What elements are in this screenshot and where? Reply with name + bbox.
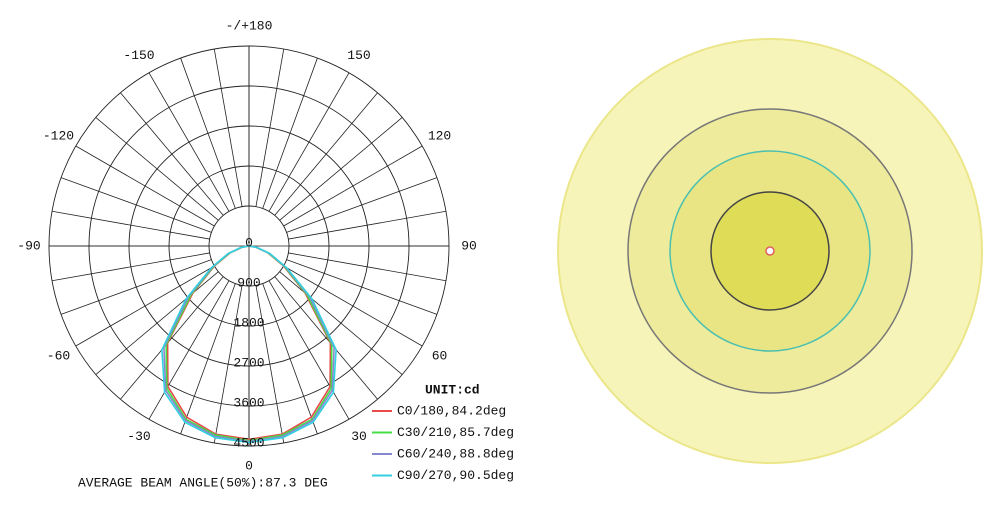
- grid-ring: [208, 205, 290, 287]
- theta-tick-label: -60: [47, 348, 70, 363]
- theta-tick-label: 30: [351, 429, 367, 444]
- illuminance-diagram: [557, 38, 983, 464]
- r-tick-label: 3600: [233, 395, 264, 410]
- r-tick-label: 900: [237, 275, 260, 290]
- theta-tick-label: -30: [127, 429, 150, 444]
- chart-title: AVERAGE BEAM ANGLE(50%):87.3 DEG: [78, 475, 328, 490]
- theta-tick-label: 90: [461, 238, 477, 253]
- legend-label: C90/270,90.5deg: [397, 468, 514, 483]
- grid-ring: [168, 165, 330, 327]
- legend-label: C30/210,85.7deg: [397, 425, 514, 440]
- unit-label: UNIT:cd: [425, 382, 480, 397]
- theta-tick-label: -/+180: [226, 18, 273, 33]
- grid-ring: [48, 45, 450, 447]
- series-line: [161, 245, 337, 444]
- theta-tick-label: -120: [43, 128, 74, 143]
- r-tick-label: 0: [245, 235, 253, 250]
- legend-label: C0/180,84.2deg: [397, 403, 506, 418]
- r-tick-label: 1800: [233, 315, 264, 330]
- polar-chart: 0 900 1800 2700 3600 4500 0 30 60 90 120 150 -/+180 -…: [17, 18, 477, 473]
- r-tick-label: 2700: [233, 355, 264, 370]
- theta-tick-label: 150: [347, 48, 370, 63]
- theta-tick-label: -150: [123, 48, 154, 63]
- grid-ring: [128, 125, 370, 367]
- r-tick-label: 4500: [233, 435, 264, 450]
- theta-tick-label: 120: [428, 128, 451, 143]
- grid-ring: [88, 85, 410, 407]
- theta-tick-label: -90: [17, 238, 40, 253]
- theta-tick-label: 0: [245, 458, 253, 473]
- legend-label: C60/240,88.8deg: [397, 446, 514, 461]
- center-point: [765, 246, 775, 256]
- theta-tick-label: 60: [432, 348, 448, 363]
